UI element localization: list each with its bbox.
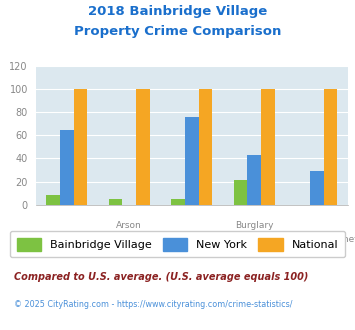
Text: Compared to U.S. average. (U.S. average equals 100): Compared to U.S. average. (U.S. average … <box>14 272 308 282</box>
Bar <box>185 117 198 205</box>
Bar <box>109 199 122 205</box>
Bar <box>261 89 275 205</box>
Bar <box>198 89 212 205</box>
Bar <box>171 199 185 205</box>
Text: All Property Crime: All Property Crime <box>26 235 108 244</box>
Text: Larceny & Theft: Larceny & Theft <box>155 235 228 244</box>
Text: © 2025 CityRating.com - https://www.cityrating.com/crime-statistics/: © 2025 CityRating.com - https://www.city… <box>14 300 293 309</box>
Text: Burglary: Burglary <box>235 221 273 230</box>
Bar <box>234 180 247 205</box>
Text: Property Crime Comparison: Property Crime Comparison <box>74 25 281 38</box>
Bar <box>323 89 337 205</box>
Bar <box>310 171 323 205</box>
Bar <box>247 155 261 205</box>
Text: Arson: Arson <box>116 221 142 230</box>
Bar <box>73 89 87 205</box>
Legend: Bainbridge Village, New York, National: Bainbridge Village, New York, National <box>10 231 345 257</box>
Bar <box>60 129 73 205</box>
Bar <box>46 195 60 205</box>
Text: 2018 Bainbridge Village: 2018 Bainbridge Village <box>88 5 267 18</box>
Bar <box>136 89 150 205</box>
Text: Motor Vehicle Theft: Motor Vehicle Theft <box>273 235 355 244</box>
